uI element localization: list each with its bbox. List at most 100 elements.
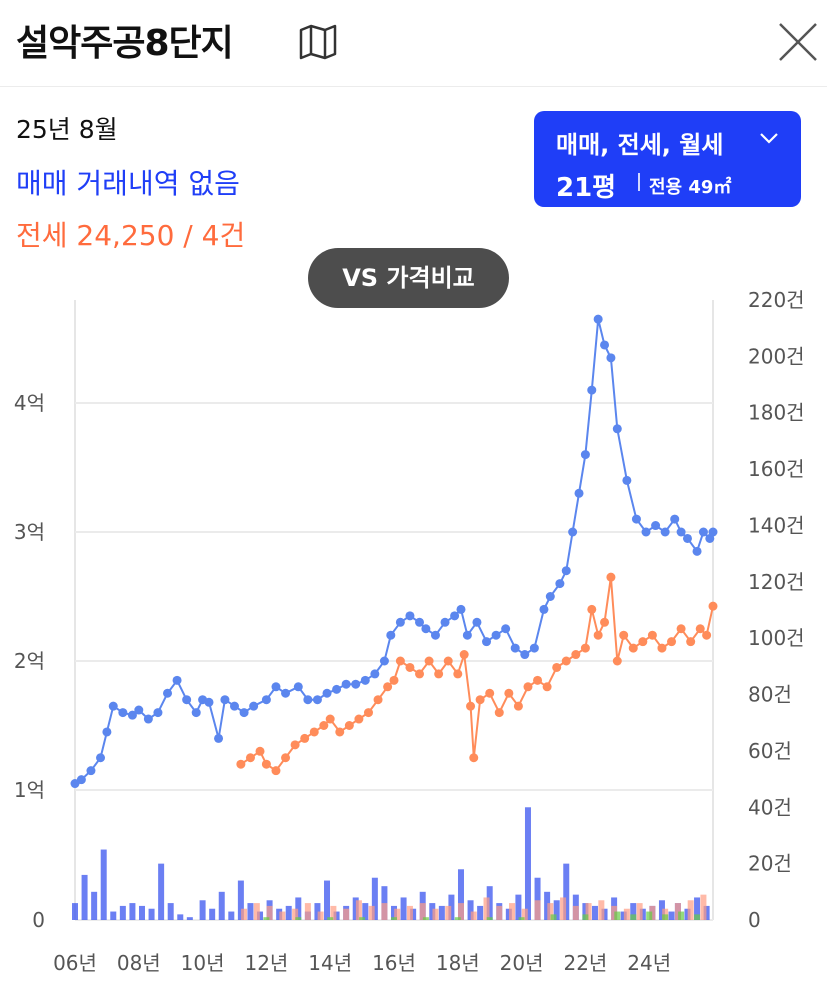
jeonse-volume-bar — [445, 905, 452, 920]
sale-price-point — [230, 701, 239, 711]
header: 설악주공8단지 — [0, 0, 827, 87]
sale-price-point — [593, 314, 603, 324]
x-tick-label: 20년 — [500, 951, 544, 975]
trade-types-label: 매매, 전세, 월세 — [556, 131, 724, 159]
sale-price-point — [386, 630, 396, 640]
x-tick-label: 14년 — [308, 951, 352, 975]
sale-price-point — [405, 611, 415, 621]
jeonse-price-point — [485, 688, 495, 698]
jeonse-price-point — [271, 766, 281, 776]
sale-price-point — [600, 340, 610, 350]
sale-price-point — [86, 766, 96, 776]
sale-volume-bar — [694, 897, 701, 920]
sale-volume-bar — [295, 897, 302, 920]
sale-price-point — [379, 656, 389, 666]
jeonse-price-point — [354, 714, 364, 724]
jeonse-volume-bar — [611, 905, 618, 920]
sale-volume-bar — [218, 891, 225, 920]
sale-volume-bar — [72, 903, 78, 920]
jeonse-price-point — [580, 643, 590, 653]
jeonse-price-point — [245, 753, 255, 763]
jeonse-price-point — [344, 721, 354, 730]
jeonse-volume-bar — [330, 905, 337, 920]
jeonse-price-point — [571, 650, 581, 660]
jeonse-volume-bar — [419, 903, 426, 920]
y-left-tick-label: 2억 — [14, 649, 45, 673]
sale-price-point — [682, 533, 692, 543]
y-right-tick-label: 220건 — [748, 288, 805, 312]
sale-price-point — [574, 488, 584, 498]
y-right-tick-label: 180건 — [748, 401, 805, 425]
sale-volume-bar — [391, 905, 397, 920]
sale-price-point — [529, 643, 539, 653]
y-right-tick-label: 200건 — [748, 344, 805, 368]
sale-price-point — [303, 695, 313, 705]
jeonse-price-point — [593, 630, 603, 640]
map-icon[interactable] — [298, 24, 338, 60]
sale-volume-bar — [276, 908, 283, 920]
jeonse-price-point — [494, 708, 504, 718]
sale-volume-bar — [438, 905, 445, 920]
jeonse-price-point — [542, 682, 552, 692]
sale-volume-bar — [91, 891, 98, 920]
sale-price-point — [430, 630, 440, 640]
sale-price-point — [76, 775, 86, 785]
jeonse-price-point — [319, 721, 329, 730]
sale-volume-bar — [684, 908, 691, 920]
sale-volume-bar — [81, 874, 88, 920]
sale-volume-bar — [247, 903, 254, 920]
sale-volume-bar — [515, 894, 522, 920]
vs-compare-button[interactable]: VS 가격비교 — [308, 248, 509, 308]
sale-volume-bar — [199, 900, 206, 920]
jeonse-volume-bar — [368, 905, 375, 920]
close-icon[interactable] — [770, 14, 826, 70]
monthly-volume-bar — [518, 917, 525, 920]
jeonse-price-point — [325, 714, 335, 724]
sale-price-point — [118, 708, 128, 718]
sale-volume-bar — [467, 900, 474, 920]
sale-volume-bar — [209, 908, 216, 920]
sale-volume-bar — [703, 905, 710, 920]
sale-volume-bar — [138, 905, 145, 920]
jeonse-volume-bar — [406, 905, 413, 920]
jeonse-price-point — [415, 669, 425, 679]
sale-price-point — [692, 546, 702, 556]
sale-price-point — [415, 617, 425, 627]
monthly-volume-bar — [263, 917, 270, 920]
x-tick-label: 24년 — [627, 951, 671, 975]
size-label: 21평 — [556, 173, 617, 203]
jeonse-price-point — [373, 695, 383, 705]
sale-price-point — [204, 697, 214, 707]
sale-price-point — [281, 688, 291, 698]
monthly-volume-bar — [295, 917, 302, 920]
y-left-tick-label: 0 — [32, 908, 45, 932]
jeonse-volume-bar — [649, 905, 656, 920]
sale-volume-bar — [668, 911, 675, 920]
jeonse-price-point — [513, 701, 523, 711]
sale-volume-bar — [591, 905, 598, 920]
jeonse-price-point — [708, 601, 718, 611]
sale-price-point — [134, 705, 144, 715]
y-right-tick-label: 140건 — [748, 513, 805, 537]
sale-price-point — [96, 753, 106, 763]
sale-price-point — [708, 527, 718, 537]
sale-volume-bar — [582, 903, 589, 920]
trade-filter-button[interactable]: 매매, 전세, 월세 21평 전용 49㎡ — [534, 111, 801, 207]
jeonse-volume-bar — [394, 908, 401, 920]
jeonse-volume-bar — [470, 911, 477, 920]
x-tick-label: 06년 — [53, 951, 97, 975]
sale-volume-bar — [148, 908, 155, 920]
sale-price-point — [561, 566, 571, 576]
sale-volume-bar — [158, 863, 165, 920]
x-tick-label: 16년 — [372, 951, 416, 975]
sale-price-point — [698, 527, 708, 537]
jeonse-price-point — [475, 695, 485, 705]
x-tick-label: 22년 — [563, 951, 607, 975]
monthly-volume-bar — [327, 917, 334, 920]
sale-price-point — [450, 611, 460, 621]
sale-volume-bar — [257, 911, 264, 920]
sale-price-point — [322, 688, 332, 698]
y-right-tick-label: 160건 — [748, 457, 805, 481]
jeonse-price-point — [300, 733, 310, 743]
monthly-volume-bar — [678, 911, 685, 920]
